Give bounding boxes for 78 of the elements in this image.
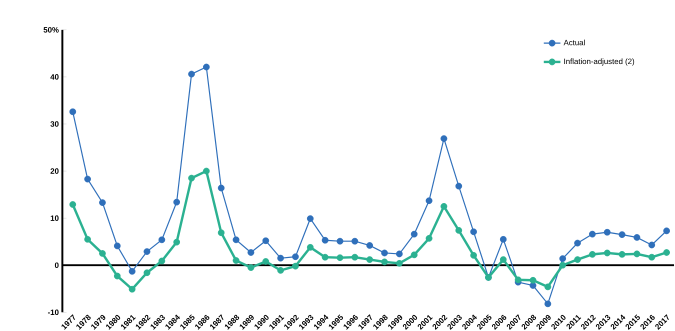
- point: [306, 244, 314, 250]
- point: [410, 251, 418, 258]
- point: [381, 258, 388, 266]
- point: [455, 182, 462, 190]
- point: [500, 256, 507, 263]
- point: [544, 300, 552, 307]
- point: [158, 257, 166, 264]
- point: [648, 241, 656, 248]
- point: [262, 237, 270, 244]
- point: [173, 198, 180, 206]
- point: [618, 250, 626, 258]
- point: [574, 256, 581, 263]
- point: [426, 234, 432, 242]
- point: [262, 258, 270, 265]
- point: [84, 236, 91, 242]
- point: [218, 229, 225, 236]
- point: [618, 231, 626, 238]
- point: [99, 199, 106, 206]
- point: [69, 108, 76, 115]
- point: [322, 254, 329, 260]
- point: [559, 262, 566, 268]
- point: [634, 234, 640, 241]
- point: [128, 268, 136, 274]
- point: [69, 200, 76, 208]
- point: [128, 286, 136, 292]
- point: [292, 253, 299, 260]
- point: [544, 283, 552, 290]
- point: [144, 269, 150, 276]
- point: [322, 236, 329, 244]
- point: [292, 262, 299, 270]
- point: [589, 250, 596, 258]
- point: [663, 248, 670, 256]
- point: [396, 250, 403, 258]
- point: [203, 167, 210, 174]
- point: [500, 236, 507, 242]
- point: [574, 239, 581, 246]
- point: [277, 254, 284, 262]
- point: [158, 236, 166, 243]
- point: [366, 256, 374, 263]
- point: [470, 228, 477, 235]
- point: [114, 242, 121, 250]
- point: [248, 264, 254, 271]
- point: [455, 226, 462, 234]
- point: [218, 184, 225, 192]
- point: [173, 238, 180, 246]
- point: [351, 238, 358, 244]
- point: [604, 249, 611, 256]
- point: [144, 248, 150, 255]
- point: [336, 238, 344, 244]
- point: [663, 227, 670, 234]
- point: [530, 276, 536, 284]
- point: [188, 174, 195, 182]
- point: [99, 250, 106, 257]
- point: [203, 63, 210, 70]
- point: [366, 242, 374, 249]
- point: [381, 249, 388, 256]
- point: [188, 70, 195, 78]
- point: [336, 254, 344, 261]
- point: [248, 248, 254, 256]
- point: [589, 230, 596, 238]
- point: [232, 256, 240, 264]
- point: [559, 255, 566, 262]
- point: [351, 254, 358, 260]
- point: [306, 215, 314, 222]
- point: [114, 272, 121, 280]
- point: [396, 260, 403, 266]
- point: [84, 175, 91, 182]
- point: [277, 266, 284, 274]
- point: [426, 197, 432, 204]
- point: [470, 252, 477, 258]
- point: [440, 202, 448, 210]
- point: [648, 254, 656, 260]
- point: [440, 134, 448, 142]
- point: [410, 230, 418, 238]
- point: [514, 276, 522, 283]
- point: [634, 250, 640, 258]
- point: [232, 236, 240, 243]
- point: [604, 228, 611, 236]
